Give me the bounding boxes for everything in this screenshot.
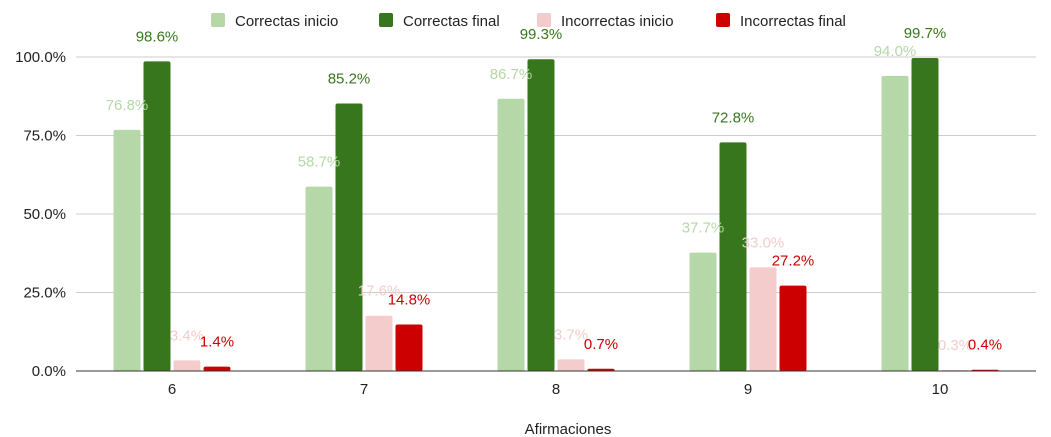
bar[interactable] xyxy=(911,57,939,371)
x-axis: 6 7 8 9 10 xyxy=(76,370,1036,398)
y-tick-label: 100.0% xyxy=(15,49,66,66)
legend-swatch xyxy=(211,13,225,27)
bar[interactable] xyxy=(203,366,231,371)
y-tick-label: 0.0% xyxy=(32,363,66,380)
data-labels: 76.8% 98.6% 3.4%1.4% 58.7% 85.2% 17.6%14.8% 86… xyxy=(106,25,1002,354)
legend-swatch xyxy=(379,13,393,27)
bar[interactable] xyxy=(335,103,363,372)
legend-label[interactable]: Correctas inicio xyxy=(235,13,338,30)
x-axis-label: Afirmaciones xyxy=(525,421,612,437)
bar[interactable] xyxy=(497,98,525,372)
bar[interactable] xyxy=(689,252,717,371)
bar[interactable] xyxy=(587,368,615,371)
data-label: 0.4% xyxy=(968,337,1002,354)
data-label: 3.4% xyxy=(170,327,204,344)
x-tick-label: 8 xyxy=(552,381,560,398)
legend-label[interactable]: Correctas final xyxy=(403,13,500,30)
bar[interactable] xyxy=(113,129,141,371)
data-label: 86.7% xyxy=(490,66,533,83)
bar[interactable] xyxy=(395,324,423,371)
data-label: 33.0% xyxy=(742,234,785,251)
bar[interactable] xyxy=(143,61,171,372)
data-label: 99.7% xyxy=(904,25,947,42)
data-label: 72.8% xyxy=(712,109,755,126)
legend[interactable]: Correctas inicio Correctas final Incorrect… xyxy=(211,13,846,30)
bar[interactable] xyxy=(527,59,555,371)
data-label: 58.7% xyxy=(298,154,341,171)
bar[interactable] xyxy=(557,359,585,371)
y-tick-label: 25.0% xyxy=(23,285,66,302)
data-label: 14.8% xyxy=(388,292,431,309)
x-tick-label: 10 xyxy=(932,381,949,398)
data-label: 0.3% xyxy=(938,337,972,354)
y-axis: 0.0% 25.0% 50.0% 75.0% 100.0% xyxy=(15,49,66,380)
data-label: 27.2% xyxy=(772,253,815,270)
bars xyxy=(113,57,999,372)
x-tick-label: 7 xyxy=(360,381,368,398)
bar[interactable] xyxy=(719,142,747,371)
y-tick-label: 50.0% xyxy=(23,206,66,223)
data-label: 76.8% xyxy=(106,97,149,114)
bar[interactable] xyxy=(173,360,201,371)
bar[interactable] xyxy=(779,285,807,371)
data-label: 85.2% xyxy=(328,70,371,87)
y-tick-label: 75.0% xyxy=(23,128,66,145)
legend-label[interactable]: Incorrectas inicio xyxy=(561,13,674,30)
data-label: 98.6% xyxy=(136,28,179,45)
data-label: 0.7% xyxy=(584,336,618,353)
gridlines xyxy=(76,56,1036,293)
data-label: 3.7% xyxy=(554,326,588,343)
data-label: 1.4% xyxy=(200,334,234,351)
bar[interactable] xyxy=(881,75,909,371)
bar[interactable] xyxy=(305,186,333,371)
legend-swatch xyxy=(537,13,551,27)
bar[interactable] xyxy=(365,315,393,371)
legend-swatch xyxy=(716,13,730,27)
x-tick-label: 6 xyxy=(168,381,176,398)
x-tick-label: 9 xyxy=(744,381,752,398)
data-label: 99.3% xyxy=(520,26,563,43)
data-label: 17.6% xyxy=(358,283,401,300)
legend-label[interactable]: Incorrectas final xyxy=(740,13,846,30)
data-label: 37.7% xyxy=(682,220,725,237)
data-label: 94.0% xyxy=(874,43,917,60)
bar[interactable] xyxy=(749,267,777,371)
